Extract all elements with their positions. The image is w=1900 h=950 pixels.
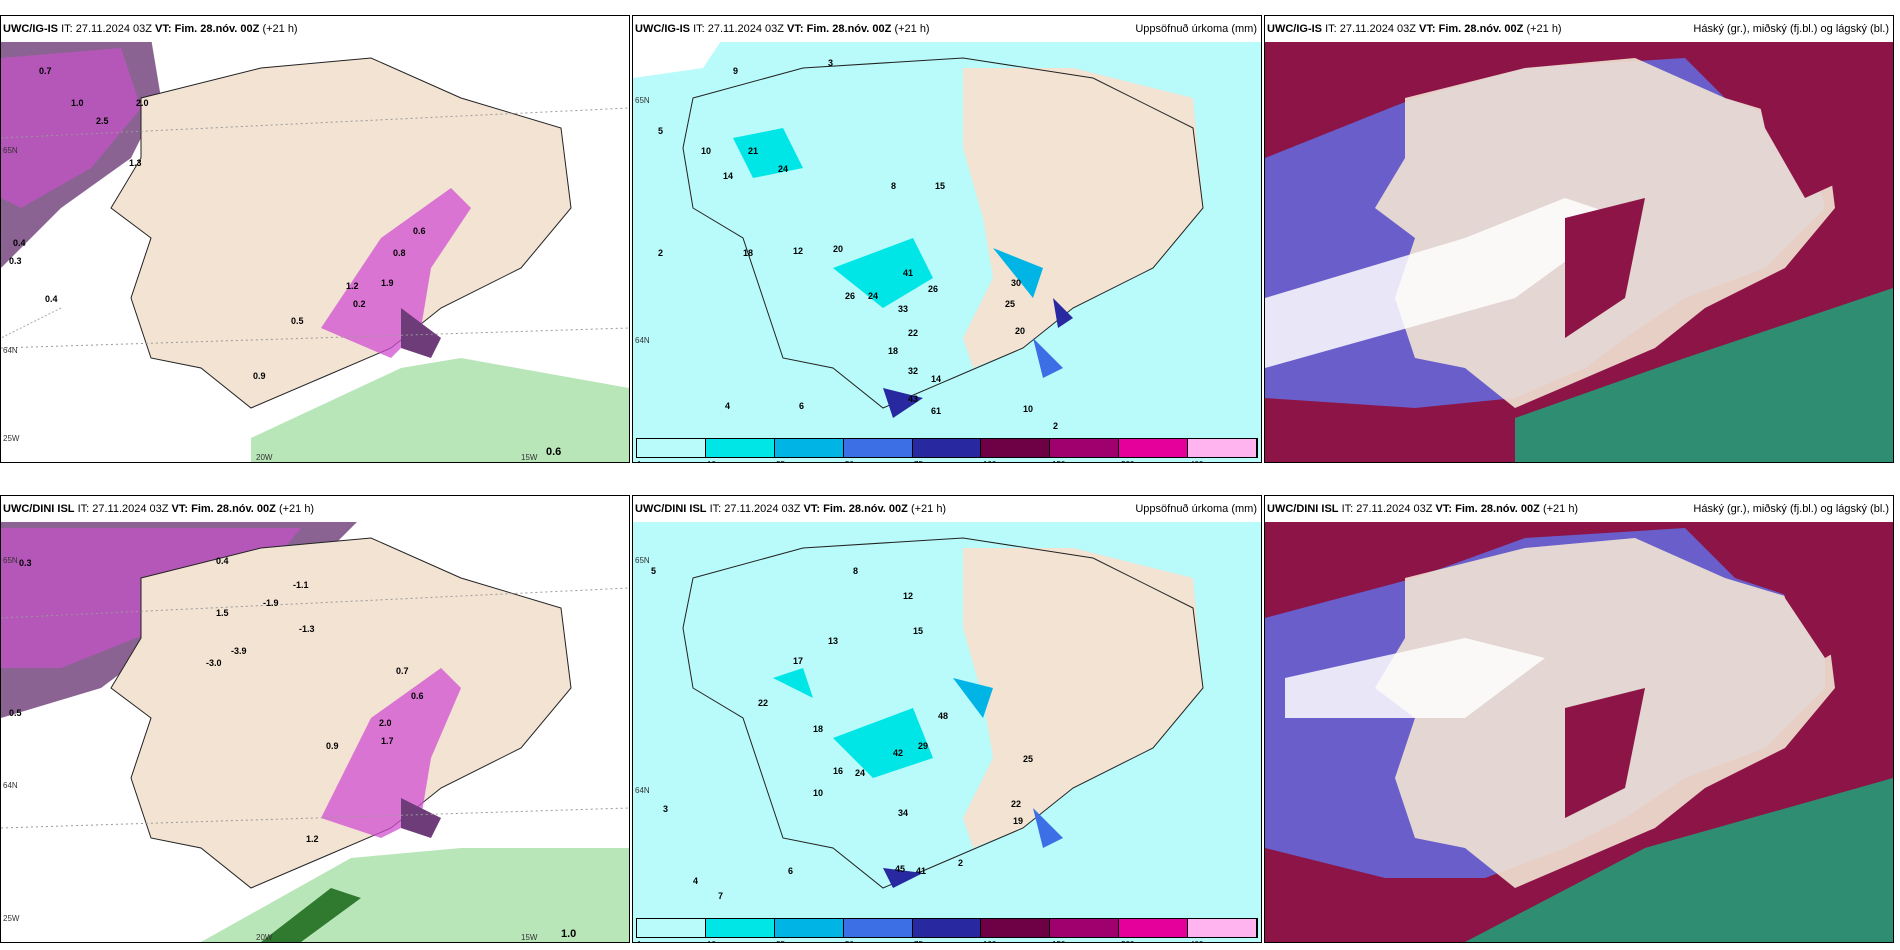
colorbar-segment xyxy=(843,919,913,937)
panel-title: UWC/DINI ISL IT: 27.11.2024 03Z VT: Fim.… xyxy=(1265,496,1893,522)
colorbar-segment xyxy=(1188,919,1258,937)
panel-title: UWC/IG-IS IT: 27.11.2024 03Z VT: Fim. 28… xyxy=(1,16,629,42)
panel-r1c1: UWC/IG-IS IT: 27.11.2024 03Z VT: Fim. 28… xyxy=(0,15,630,463)
colorbar-segment xyxy=(912,439,982,457)
colorbar-segment xyxy=(774,439,844,457)
colorbar-segment xyxy=(1050,919,1120,937)
panel-title: UWC/DINI ISL IT: 27.11.2024 03Z VT: Fim.… xyxy=(1,496,629,522)
panel-title: UWC/IG-IS IT: 27.11.2024 03Z VT: Fim. 28… xyxy=(1265,16,1893,42)
colorbar-segment xyxy=(705,919,775,937)
colorbar-segment xyxy=(1050,439,1120,457)
panel-r1c3: UWC/IG-IS IT: 27.11.2024 03Z VT: Fim. 28… xyxy=(1264,15,1894,463)
colorbar-segment xyxy=(637,439,706,457)
panel-r1c2: UWC/IG-IS IT: 27.11.2024 03Z VT: Fim. 28… xyxy=(632,15,1262,463)
colorbar-segment xyxy=(1119,439,1189,457)
accumulated-precip-map xyxy=(633,518,1261,942)
colorbar-segment xyxy=(637,919,706,937)
colorbar-segment xyxy=(912,919,982,937)
cloud-cover-map xyxy=(1265,38,1893,462)
panel-r2c3: UWC/DINI ISL IT: 27.11.2024 03Z VT: Fim.… xyxy=(1264,495,1894,943)
accumulated-precip-map xyxy=(633,38,1261,462)
colorbar-segment xyxy=(774,919,844,937)
colorbar-segment xyxy=(981,919,1051,937)
colorbar-segment xyxy=(843,439,913,457)
panel-title: UWC/DINI ISL IT: 27.11.2024 03Z VT: Fim.… xyxy=(633,496,1261,522)
colorbar-segment xyxy=(981,439,1051,457)
precip-wind-map xyxy=(1,38,629,462)
colorbar-segment xyxy=(1119,919,1189,937)
panel-r2c2: UWC/DINI ISL IT: 27.11.2024 03Z VT: Fim.… xyxy=(632,495,1262,943)
panel-r2c1: UWC/DINI ISL IT: 27.11.2024 03Z VT: Fim.… xyxy=(0,495,630,943)
precip-colorbar: 1 10 25 50 75 100 150 200 400 xyxy=(636,438,1258,462)
colorbar-segment xyxy=(1188,439,1258,457)
cloud-cover-map xyxy=(1265,518,1893,942)
panel-title: UWC/IG-IS IT: 27.11.2024 03Z VT: Fim. 28… xyxy=(633,16,1261,42)
precip-wind-map xyxy=(1,518,629,942)
precip-colorbar: 1 10 25 50 75 100 150 200 400 xyxy=(636,918,1258,942)
colorbar-segment xyxy=(705,439,775,457)
